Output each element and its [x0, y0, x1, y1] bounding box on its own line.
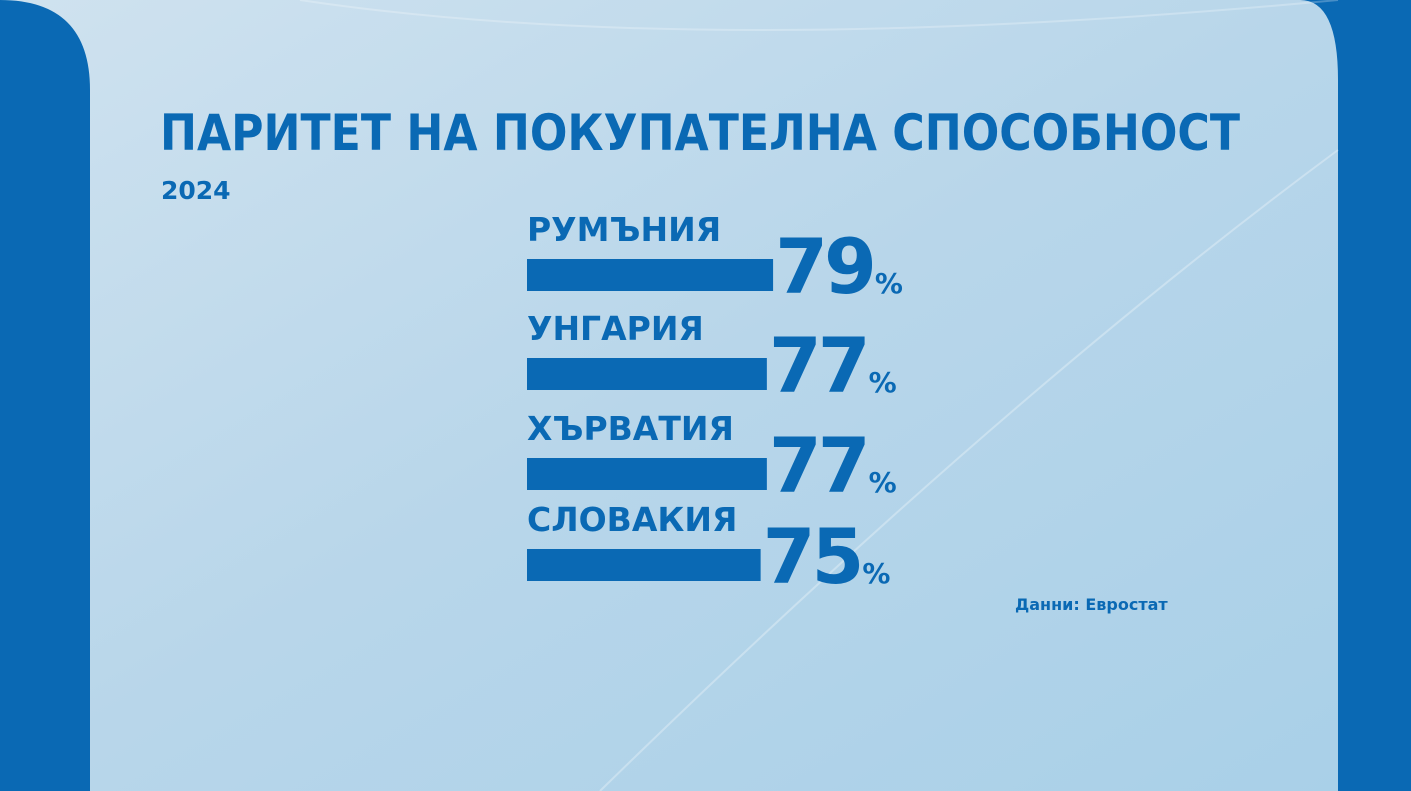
category-label: РУМЪНИЯ: [527, 210, 721, 249]
category-label: ХЪРВАТИЯ: [527, 409, 734, 448]
chart-title: ПАРИТЕТ НА ПОКУПАТЕЛНА СПОСОБНОСТ: [160, 104, 1240, 162]
value-label: 77: [769, 321, 867, 410]
unit-label: %: [869, 366, 897, 399]
value-label: 79: [775, 222, 873, 311]
subtitle: 2024: [161, 176, 231, 205]
unit-label: %: [862, 557, 890, 590]
source: Данни: Евростат: [1015, 595, 1168, 614]
unit-label: %: [875, 267, 903, 300]
bar: [527, 259, 774, 291]
panel: [0, 0, 1338, 791]
category-label: СЛОВАКИЯ: [527, 500, 737, 539]
decor: [599, 149, 1339, 791]
bar: [527, 549, 761, 581]
decor: [299, 0, 1339, 31]
bar: [527, 358, 767, 390]
bar: [527, 458, 767, 490]
value-label: 75: [763, 512, 861, 601]
value-label: 77: [769, 421, 867, 510]
category-label: УНГАРИЯ: [527, 309, 704, 348]
unit-label: %: [869, 466, 897, 499]
